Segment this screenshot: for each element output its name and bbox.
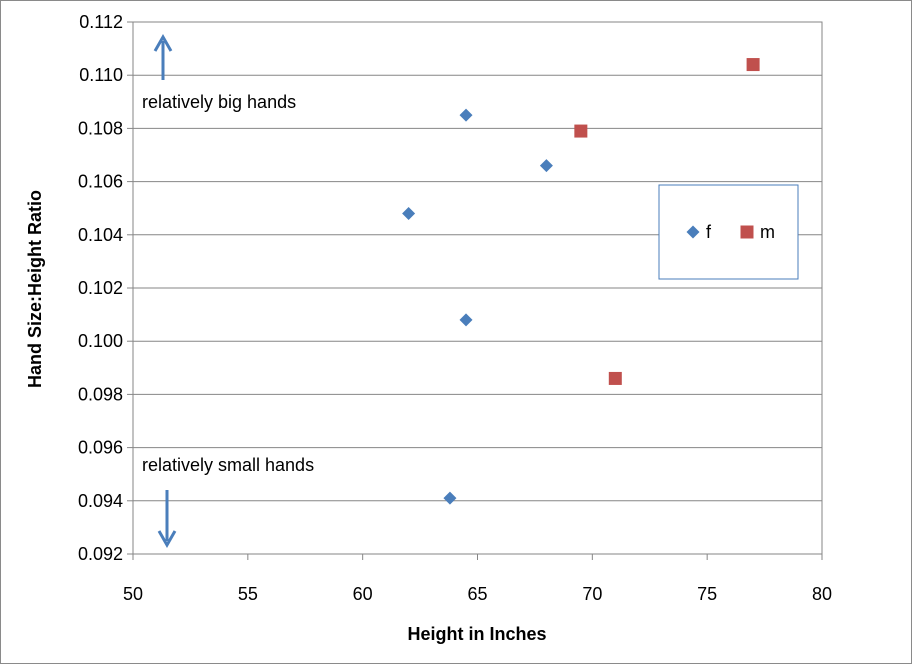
y-tick-label: 0.108 [78, 118, 123, 138]
data-point-m [608, 371, 622, 385]
legend-label-m: m [760, 222, 775, 242]
legend-marker-m [740, 225, 754, 239]
y-tick-label: 0.100 [78, 331, 123, 351]
legend-label-f: f [706, 222, 712, 242]
x-tick-label: 65 [467, 584, 487, 604]
x-axis-ticks: 50 55 60 65 70 75 80 [123, 554, 832, 604]
arrow-up-icon [153, 33, 173, 80]
legend-box [658, 184, 799, 280]
y-tick-label: 0.106 [78, 172, 123, 192]
y-tick-label: 0.092 [78, 544, 123, 564]
arrow-down-icon [157, 490, 177, 549]
data-points [402, 58, 760, 505]
y-tick-label: 0.110 [79, 65, 123, 85]
data-point-m [574, 124, 588, 138]
data-point-f [459, 108, 473, 122]
data-point-f [443, 491, 457, 505]
data-point-f [459, 313, 473, 327]
y-tick-label: 0.102 [78, 278, 123, 298]
y-tick-label: 0.098 [78, 384, 123, 404]
y-tick-label: 0.112 [79, 12, 123, 32]
y-tick-label: 0.094 [78, 491, 123, 511]
x-axis-title: Height in Inches [407, 624, 546, 644]
y-tick-label: 0.096 [78, 438, 123, 458]
data-point-m [746, 58, 760, 72]
data-point-f [539, 159, 553, 173]
annotation-small-hands: relatively small hands [142, 455, 314, 475]
x-tick-label: 55 [238, 584, 258, 604]
x-tick-label: 60 [353, 584, 373, 604]
legend-marker-f [686, 225, 700, 239]
y-axis-ticks: 0.092 0.094 0.096 0.098 0.100 0.102 0.104 0.106… [78, 12, 133, 564]
data-point-f [402, 207, 416, 221]
x-tick-label: 80 [812, 584, 832, 604]
x-tick-label: 50 [123, 584, 143, 604]
x-tick-label: 75 [697, 584, 717, 604]
y-tick-label: 0.104 [78, 225, 123, 245]
annotations: relatively big hands relatively small ha… [142, 33, 314, 549]
annotation-big-hands: relatively big hands [142, 92, 296, 112]
x-tick-label: 70 [582, 584, 602, 604]
y-axis-title: Hand Size:Height Ratio [25, 190, 45, 388]
